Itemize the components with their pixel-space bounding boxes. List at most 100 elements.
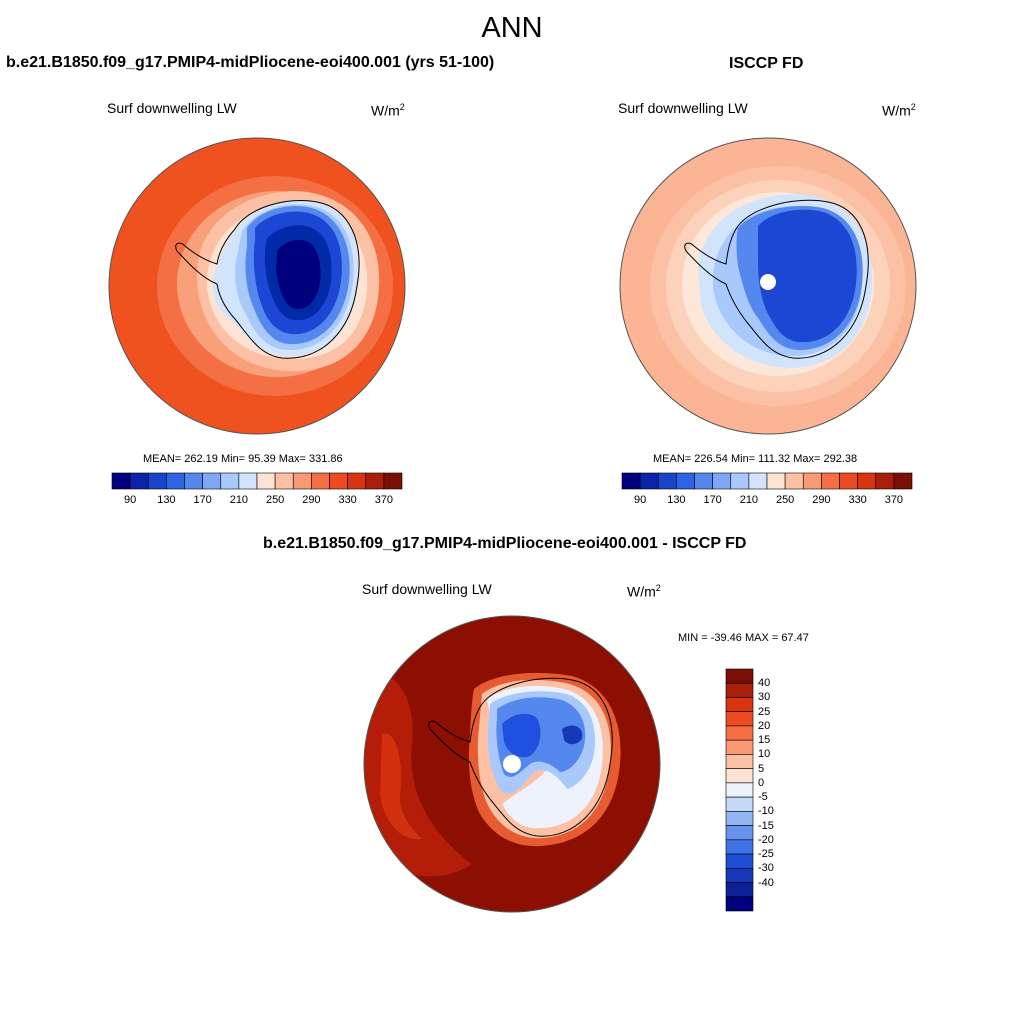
- panel-2-units: W/m2: [882, 102, 916, 119]
- colorbar-tick-label: 170: [703, 494, 722, 506]
- colorbar-swatch: [220, 472, 240, 490]
- colorbar-swatch: [784, 472, 804, 490]
- panel-3-polar-map: [363, 615, 661, 913]
- colorbar-tick-label: 250: [775, 494, 795, 506]
- colorbar-swatch: [274, 472, 294, 490]
- map3-ice-3: [502, 713, 541, 758]
- colorbar-tick-label: 210: [739, 494, 759, 506]
- colorbar-swatch: [725, 768, 754, 784]
- figure-title: ANN: [481, 12, 543, 44]
- colorbar-tick-label: 90: [634, 494, 647, 506]
- map3-band-2: [364, 672, 472, 877]
- colorbar-swatch: [639, 472, 659, 490]
- colorbar-tick-label: 250: [265, 494, 285, 506]
- colorbar-swatch: [621, 472, 641, 490]
- colorbar-swatch: [238, 472, 258, 490]
- panel-2-title: ISCCP FD: [729, 55, 804, 72]
- panel-1-stats: MEAN= 262.19 Min= 95.39 Max= 331.86: [143, 453, 343, 465]
- colorbar-swatch: [725, 754, 754, 769]
- colorbar-tick-label: 210: [229, 494, 249, 506]
- colorbar-swatch: [256, 472, 276, 490]
- colorbar-swatch: [725, 839, 754, 855]
- colorbar-swatch: [725, 782, 754, 798]
- colorbar-swatch: [129, 472, 149, 490]
- colorbar-swatch: [725, 882, 754, 898]
- colorbar-swatch: [347, 472, 367, 490]
- colorbar-tick-label: 0: [758, 776, 765, 789]
- colorbar-tick-label: 90: [124, 494, 137, 506]
- colorbar-tick-label: 370: [374, 494, 394, 506]
- colorbar-swatch: [329, 472, 348, 490]
- colorbar-swatch: [202, 472, 222, 490]
- panel-2-colorbar: [621, 472, 913, 490]
- colorbar-swatch: [725, 711, 754, 727]
- colorbar-swatch: [725, 896, 754, 912]
- colorbar-swatch: [725, 796, 754, 812]
- colorbar-tick-label: 15: [758, 734, 771, 747]
- colorbar-tick-label: 10: [758, 748, 771, 761]
- colorbar-swatch: [725, 697, 754, 713]
- colorbar-swatch: [893, 472, 913, 490]
- colorbar-swatch: [383, 472, 403, 490]
- colorbar-tick-label: 170: [193, 494, 212, 506]
- map1-frame: [108, 137, 406, 435]
- panel-2-colorbar-labels: 90 130 170 210 250 290 330 370: [622, 494, 912, 508]
- colorbar-tick-label: 130: [667, 494, 686, 506]
- colorbar-tick-label: -5: [758, 791, 768, 804]
- colorbar-swatch: [725, 825, 754, 841]
- map3-band-3: [380, 733, 422, 840]
- colorbar-tick-label: -20: [758, 833, 774, 846]
- panel-1-variable: Surf downwelling LW: [107, 100, 237, 116]
- map1-coastline: [175, 199, 360, 359]
- colorbar-swatch: [676, 472, 695, 490]
- colorbar-tick-label: 20: [758, 719, 771, 732]
- colorbar-tick-label: 330: [338, 494, 357, 506]
- colorbar-swatch: [712, 472, 732, 490]
- map1-ice-5: [276, 239, 321, 310]
- colorbar-tick-label: -10: [758, 805, 774, 818]
- panel-1-title: b.e21.B1850.f09_g17.PMIP4-midPliocene-eo…: [6, 54, 495, 71]
- colorbar-swatch: [365, 472, 385, 490]
- panel-1-polar-map: [108, 137, 406, 435]
- map3-coastline: [428, 677, 613, 837]
- map3-ice-4: [562, 725, 583, 745]
- colorbar-swatch: [766, 472, 786, 490]
- map2-ice-3: [758, 209, 857, 343]
- colorbar-swatch: [725, 853, 754, 869]
- colorbar-swatch: [857, 472, 877, 490]
- colorbar-swatch: [725, 725, 754, 741]
- panel-3-stats: MIN = -39.46 MAX = 67.47: [678, 632, 809, 644]
- colorbar-swatch: [839, 472, 858, 490]
- panel-3-colorbar: [725, 668, 754, 912]
- colorbar-tick-label: -25: [758, 848, 774, 861]
- colorbar-swatch: [725, 867, 754, 883]
- colorbar-swatch: [111, 472, 131, 490]
- panel-3-title: b.e21.B1850.f09_g17.PMIP4-midPliocene-eo…: [263, 535, 747, 552]
- panel-1-colorbar-labels: 90 130 170 210 250 290 330 370: [112, 494, 402, 508]
- colorbar-swatch: [875, 472, 895, 490]
- colorbar-swatch: [725, 682, 754, 698]
- colorbar-tick-label: 130: [157, 494, 176, 506]
- colorbar-tick-label: -15: [758, 819, 774, 832]
- colorbar-tick-label: 5: [758, 762, 765, 775]
- colorbar-swatch: [184, 472, 203, 490]
- panel-3-colorbar-labels: 40 30 25 20 15 10 5 0 -5 -10 -15 -20 -25 -30 -40: [758, 669, 798, 911]
- colorbar-swatch: [730, 472, 750, 490]
- colorbar-tick-label: 330: [848, 494, 867, 506]
- colorbar-swatch: [292, 472, 312, 490]
- map2-frame: [619, 137, 917, 435]
- colorbar-swatch: [725, 811, 754, 826]
- panel-2-polar-map: [619, 137, 917, 435]
- panel-1-units: W/m2: [371, 102, 405, 119]
- colorbar-swatch: [725, 739, 754, 755]
- colorbar-tick-label: -40: [758, 876, 774, 889]
- colorbar-tick-label: 290: [302, 494, 321, 506]
- colorbar-tick-label: 40: [758, 677, 771, 690]
- colorbar-tick-label: 30: [758, 691, 771, 704]
- colorbar-swatch: [725, 668, 754, 684]
- colorbar-tick-label: 370: [884, 494, 904, 506]
- colorbar-tick-label: 25: [758, 705, 771, 718]
- map2-missing-data-pole: [760, 274, 776, 290]
- panel-3-units: W/m2: [627, 583, 661, 600]
- colorbar-swatch: [748, 472, 768, 490]
